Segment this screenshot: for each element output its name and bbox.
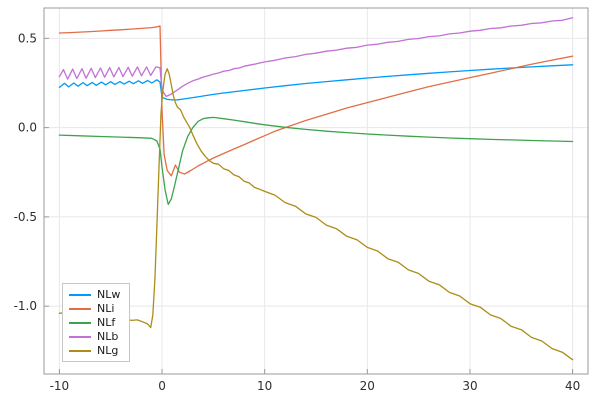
series-line-NLw [58,64,574,101]
legend-label-nlb: NLb [97,330,119,343]
x-tick-label: 0 [158,379,166,393]
legend-line-swatch-nlf [69,321,91,324]
series-line-NLi [58,25,574,177]
legend-item-nlb[interactable]: NLb [69,330,120,343]
legend-item-nlw[interactable]: NLw [69,288,120,301]
legend-label-nlw: NLw [97,288,121,301]
legend-line-swatch-nlw [69,293,91,296]
legend-item-nlf[interactable]: NLf [69,316,120,329]
y-tick-label: -0.5 [14,210,37,224]
legend-label-nlg: NLg [97,344,119,357]
legend-line-swatch-nli [69,307,91,310]
x-tick-label: 20 [360,379,375,393]
y-tick-label: -1.0 [14,299,37,313]
series-line-NLb [58,17,574,98]
legend-label-nli: NLi [97,302,115,315]
x-tick-label: 40 [565,379,580,393]
legend-line-swatch-nlb [69,335,91,338]
legend-label-nlf: NLf [97,316,116,329]
y-tick-label: 0.0 [18,121,37,135]
x-tick-label: -10 [50,379,70,393]
legend-item-nlg[interactable]: NLg [69,344,120,357]
legend-line-swatch-nlg [69,349,91,352]
series-line-NLf [58,116,574,206]
plot-frame [43,7,589,375]
legend-item-nli[interactable]: NLi [69,302,120,315]
y-tick-label: 0.5 [18,31,37,45]
series-line-NLg [58,68,574,361]
x-tick-label: 10 [257,379,272,393]
x-tick-label: 30 [462,379,477,393]
legend[interactable]: NLw NLi NLf NLb NLg [62,283,131,362]
